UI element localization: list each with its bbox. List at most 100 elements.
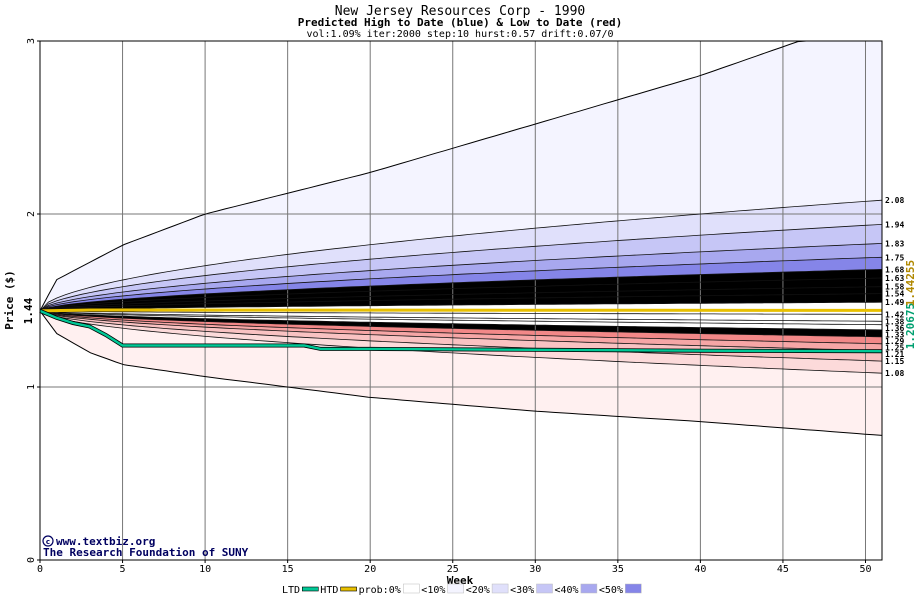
chart-subtitle: Predicted High to Date (blue) & Low to D… [298,16,623,29]
right-label-16: 1.21 [885,350,904,359]
quantile-curve-8 [39,293,883,312]
legend-label-2: HTD [320,585,338,596]
quantile-curve-6 [39,277,883,312]
x-tick-label-50: 50 [859,564,871,575]
legend-swatch-5 [491,583,509,594]
right-label-4: 1.75 [885,253,904,262]
quantile-curve-15 [39,310,883,345]
quantile-curve-17 [39,310,883,362]
quantile-curve-16 [39,310,883,352]
lower-band-4 [40,310,882,351]
quantile-curve-3 [39,243,883,312]
x-tick-label-45: 45 [777,564,789,575]
right-label-12: 1.36 [885,324,904,333]
quantile-curve-18 [39,310,883,374]
price-lines [39,308,883,354]
credit-site: c www.textbiz.org [42,535,155,548]
legend-swatch-2 [340,586,357,592]
legend-label-1: LTD [282,585,300,596]
legend-label-6: <30% [510,585,534,596]
x-tick-label-0: 0 [37,564,43,575]
quantile-curve-7 [39,286,883,312]
right-label-5: 1.68 [885,265,904,274]
htd-side-value: 1.44255 [904,260,917,306]
ltd-side-value: 1.20675 [904,303,917,349]
legend-swatch-6 [536,583,553,594]
quantile-curve-9 [39,301,883,312]
x-tick-label-40: 40 [694,564,706,575]
quantile-curve-11 [39,310,883,322]
right-label-9: 1.49 [885,298,904,307]
x-tick-label-5: 5 [120,564,126,575]
quantile-curves [39,40,883,436]
right-label-18: 1.08 [885,369,904,378]
y-axis-label: Price ($) [3,270,16,330]
upper-band-1 [40,41,882,311]
y-tick-label-2: 2 [26,211,37,217]
right-label-2: 1.94 [885,220,904,229]
upper-band-3 [40,224,882,311]
right-label-7: 1.58 [885,283,904,292]
right-label-14: 1.29 [885,337,904,346]
max-envelope-line [39,40,882,312]
ltd-line [39,309,883,353]
right-label-8: 1.54 [885,290,904,299]
quantile-curve-1 [39,199,883,312]
plot-frame [39,40,883,561]
x-tick-label-30: 30 [529,564,541,575]
upper-band-2 [40,200,882,311]
lower-band-1 [40,310,882,436]
credit-org: The Research Foundation of SUNY [43,546,249,559]
legend-label-4: <10% [421,585,445,596]
legend-label-8: <50% [599,585,623,596]
legend-label-3: prob:0% [359,585,401,596]
legend-swatch-7 [580,583,598,594]
right-label-3: 1.83 [885,239,904,248]
legend-label-5: <20% [466,585,490,596]
y-tick-labels: 0 1 2 3 [26,38,40,563]
right-label-10: 1.42 [885,310,904,319]
copyright-icon [42,535,54,547]
upper-band-5 [40,257,882,311]
upper-band-4 [40,243,882,311]
x-tick-label-10: 10 [199,564,211,575]
right-label-6: 1.63 [885,274,904,283]
quantile-curve-14 [39,310,883,338]
legend-swatch-3 [403,583,420,594]
lower-band-2 [40,310,882,374]
quantile-curve-2 [39,224,883,312]
credit-site-text: www.textbiz.org [56,535,155,548]
legend-swatch-4 [447,583,464,594]
htd-line [39,308,883,313]
min-envelope-line [39,310,883,436]
probability-bands [40,41,882,436]
y-tick-label-0: 0 [26,557,37,563]
lower-band-6 [40,310,882,337]
right-value-labels: 2.08 1.94 1.83 1.75 1.681.631.581.541.49 1.42… [885,196,904,378]
y-tick-label-1: 1 [26,384,37,390]
legend-label-7: <40% [555,585,579,596]
quantile-curve-5 [39,269,883,312]
x-tick-label-15: 15 [282,564,294,575]
chart-params: vol:1.09% iter:2000 step:10 hurst:0.57 d… [306,29,613,40]
legend-swatch-1 [301,586,319,592]
quantile-curve-10 [39,310,882,315]
right-label-13: 1.33 [885,330,904,339]
quantile-curve-4 [39,256,883,312]
start-price-label: 1.44 [22,297,35,324]
x-tick-labels: 0 5 10 15 20 25 30 35 40 45 50 [37,560,872,575]
x-tick-label-20: 20 [364,564,376,575]
right-label-15: 1.25 [885,343,904,352]
legend: LTD HTD prob:0% <10% <20% <30% <40% <50% [282,583,642,596]
y-tick-label-3: 3 [26,38,37,44]
x-tick-label-35: 35 [612,564,624,575]
chart-title: New Jersey Resources Corp - 1990 [335,4,585,19]
legend-swatch-8 [625,583,642,594]
copyright-c: c [46,538,50,546]
right-label-1: 2.08 [885,196,904,205]
right-label-17: 1.15 [885,357,904,366]
quantile-curve-12 [39,310,883,326]
upper-band-6 [40,269,882,311]
x-tick-label-25: 25 [447,564,459,575]
